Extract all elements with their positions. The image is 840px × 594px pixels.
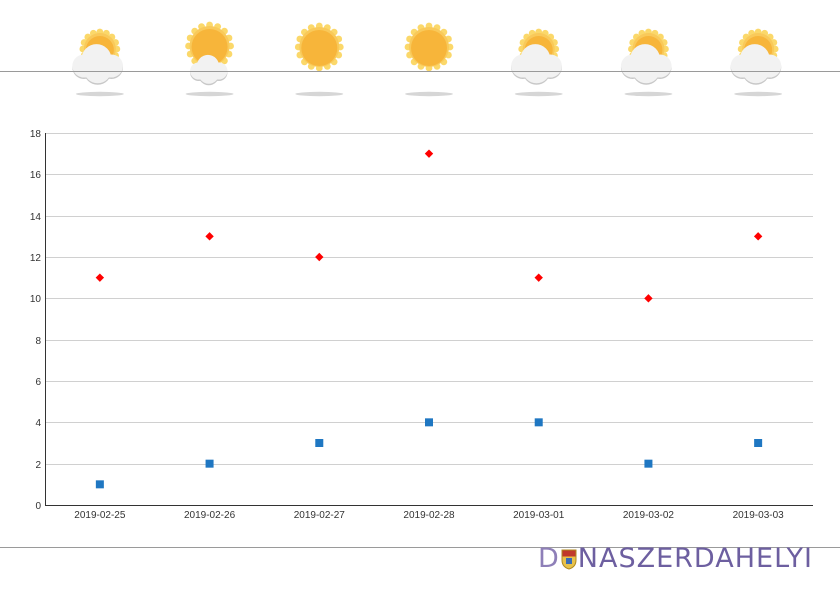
y-tick-label: 18 [30,129,42,140]
partly-cloudy-icon [511,28,563,97]
icon-shadow [185,91,234,97]
brand-logo-letter: D [538,543,560,574]
cloud-shape [190,54,228,86]
icon-shadow [75,91,124,97]
y-tick-label: 0 [35,501,41,512]
sun-small-cloud-icon [185,21,234,97]
brand-logo-text: NASZERDAHELYI [577,543,813,574]
icon-shadow [514,91,563,97]
sun-disc [191,29,228,65]
data-point-square [754,439,763,447]
data-point-diamond [534,273,543,282]
icon-shadow [624,91,673,97]
data-point-square [315,439,324,447]
y-tick-label: 2 [35,460,41,471]
x-tick-label: 2019-02-25 [74,510,126,521]
brand-logo[interactable]: D NASZERDAHELYI [538,543,813,577]
partly-cloudy-icon [72,28,124,97]
data-point-square [95,480,104,489]
cloud-shape [511,44,562,85]
data-point-diamond [644,294,653,303]
icon-shadow [295,91,344,97]
data-point-diamond [95,273,105,282]
data-point-square [425,418,433,427]
x-tick-label: 2019-03-01 [513,510,565,521]
y-tick-label: 16 [30,170,42,181]
x-tick-label: 2019-02-28 [403,510,455,521]
y-tick-label: 14 [30,212,42,223]
coat-of-arms-icon [561,546,577,577]
y-tick-label: 4 [35,418,41,429]
data-point-diamond [315,252,324,262]
icon-shadow [734,91,783,97]
y-tick-label: 8 [35,336,41,347]
sun-icon [294,22,344,97]
sun-disc [301,30,338,66]
cloud-base [196,71,221,80]
x-tick-label: 2019-02-26 [184,510,236,521]
data-point-diamond [424,149,434,158]
x-tick-label: 2019-02-27 [294,510,346,521]
data-point-square [644,459,653,468]
data-point-diamond [205,232,214,241]
sun-disc [411,30,447,66]
sun-icon [404,22,454,97]
x-tick-label: 2019-03-03 [733,510,785,521]
data-point-square [534,418,543,427]
y-tick-label: 6 [35,377,41,388]
y-tick-label: 12 [30,253,42,264]
data-point-square [205,459,214,468]
icon-shadow [405,91,453,97]
x-tick-label: 2019-03-02 [623,510,675,521]
data-point-diamond [753,232,763,241]
weather-strip [72,21,783,97]
y-tick-label: 10 [30,294,42,305]
